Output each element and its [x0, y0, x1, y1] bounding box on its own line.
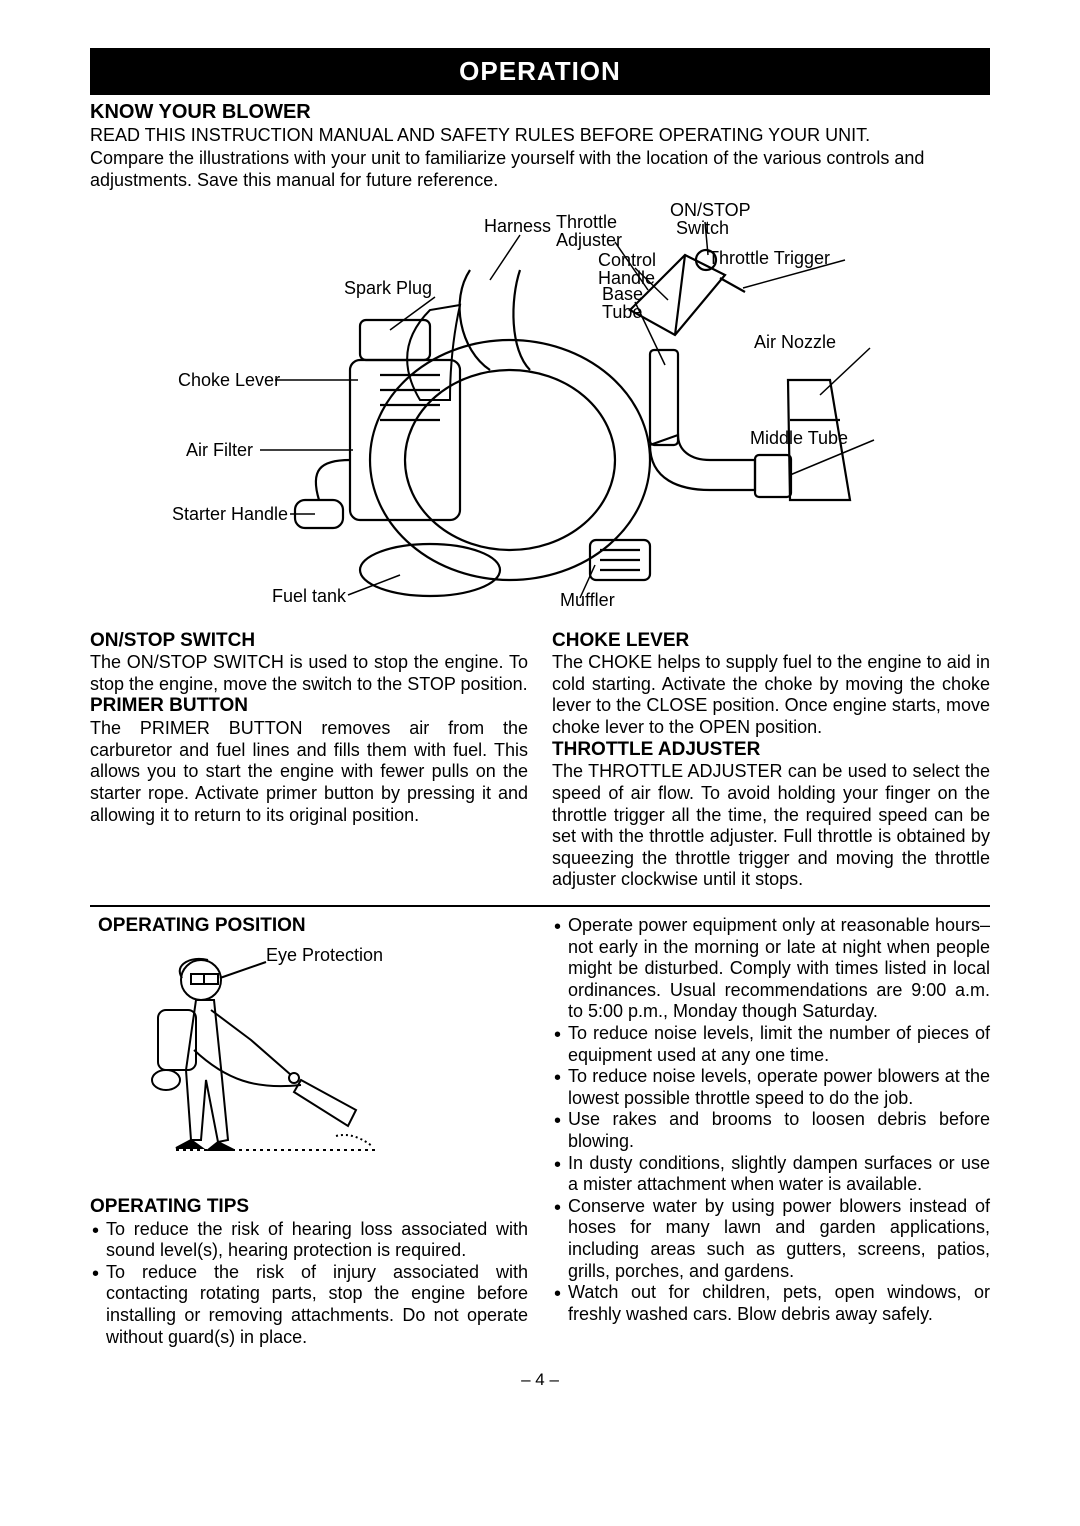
- lbl-air-nozzle: Air Nozzle: [754, 332, 836, 353]
- onstop-body: The ON/STOP SWITCH is used to stop the e…: [90, 652, 528, 695]
- throttleadj-body: The THROTTLE ADJUSTER can be used to sel…: [552, 761, 990, 891]
- lbl-throttle-trigger: Throttle Trigger: [708, 248, 830, 269]
- choke-body: The CHOKE helps to supply fuel to the en…: [552, 652, 990, 738]
- tip-right-0: Operate power equipment only at reasonab…: [552, 915, 990, 1023]
- tip-right-2: To reduce noise levels, operate power bl…: [552, 1066, 990, 1109]
- lbl-throttle-adjuster-2: Adjuster: [556, 230, 622, 251]
- tips-right-list: Operate power equipment only at reasonab…: [552, 915, 990, 1325]
- tip-left-1: To reduce the risk of injury associated …: [90, 1262, 528, 1348]
- lbl-onstop-2: Switch: [676, 218, 729, 239]
- tip-right-6: Watch out for children, pets, open windo…: [552, 1282, 990, 1325]
- tip-right-3: Use rakes and brooms to loosen debris be…: [552, 1109, 990, 1152]
- lbl-harness: Harness: [484, 216, 551, 237]
- mid-left-col: ON/STOP SWITCH The ON/STOP SWITCH is use…: [90, 630, 528, 892]
- know-line2: Compare the illustrations with your unit…: [90, 147, 990, 192]
- lbl-spark-plug: Spark Plug: [344, 278, 432, 299]
- lbl-base-2: Tube: [602, 302, 642, 323]
- know-title: KNOW YOUR BLOWER: [90, 101, 990, 124]
- throttleadj-head: THROTTLE ADJUSTER: [552, 739, 990, 762]
- primer-head: PRIMER BUTTON: [90, 695, 528, 718]
- operating-position-head: OPERATING POSITION: [90, 915, 528, 938]
- operating-tips-head: OPERATING TIPS: [90, 1196, 528, 1219]
- mid-columns: ON/STOP SWITCH The ON/STOP SWITCH is use…: [90, 630, 990, 892]
- page-number: – 4 –: [90, 1370, 990, 1390]
- divider: [90, 905, 990, 907]
- mid-right-col: CHOKE LEVER The CHOKE helps to supply fu…: [552, 630, 990, 892]
- tip-right-1: To reduce noise levels, limit the number…: [552, 1023, 990, 1066]
- choke-head: CHOKE LEVER: [552, 630, 990, 653]
- know-line1: READ THIS INSTRUCTION MANUAL AND SAFETY …: [90, 124, 990, 147]
- lower-columns: OPERATING POSITION: [90, 915, 990, 1348]
- lower-right: Operate power equipment only at reasonab…: [552, 915, 990, 1348]
- blower-diagram: Harness Throttle Adjuster ON/STOP Switch…: [90, 200, 990, 620]
- lbl-middle-tube: Middle Tube: [750, 428, 848, 449]
- tips-left-list: To reduce the risk of hearing loss assoc…: [90, 1219, 528, 1349]
- operation-banner: OPERATION: [90, 48, 990, 95]
- tip-right-4: In dusty conditions, slightly dampen sur…: [552, 1153, 990, 1196]
- tip-right-5: Conserve water by using power blowers in…: [552, 1196, 990, 1282]
- lower-left: OPERATING POSITION: [90, 915, 528, 1348]
- lbl-muffler: Muffler: [560, 590, 615, 611]
- lbl-starter-handle: Starter Handle: [172, 504, 288, 525]
- lbl-choke-lever: Choke Lever: [178, 370, 280, 391]
- lbl-fuel-tank: Fuel tank: [272, 586, 346, 607]
- tip-left-0: To reduce the risk of hearing loss assoc…: [90, 1219, 528, 1262]
- onstop-head: ON/STOP SWITCH: [90, 630, 528, 653]
- eye-protection-label: Eye Protection: [266, 945, 383, 967]
- operator-figure: [96, 940, 396, 1190]
- lbl-air-filter: Air Filter: [186, 440, 253, 461]
- primer-body: The PRIMER BUTTON removes air from the c…: [90, 718, 528, 826]
